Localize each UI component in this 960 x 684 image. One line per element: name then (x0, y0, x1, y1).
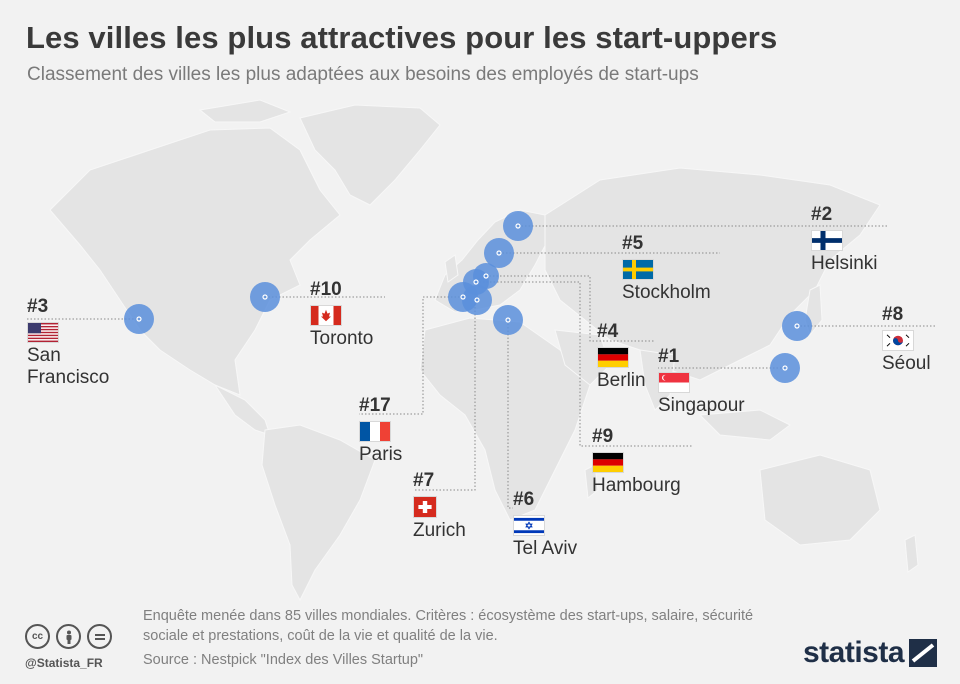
landmass-asia (544, 167, 881, 381)
germany-flag-icon (592, 452, 624, 473)
landmass-new-zealand (904, 534, 919, 573)
city-rank: #6 (513, 489, 535, 510)
marker-singapore (770, 353, 800, 383)
license-icons: cc (25, 624, 112, 649)
city-name: Singapour (658, 395, 745, 416)
city-name: Zurich (413, 520, 466, 541)
switzerland-flag-icon (413, 496, 437, 518)
canada-flag-icon (310, 305, 342, 326)
marker-center-helsinki (515, 223, 521, 229)
israel-flag-icon (513, 515, 545, 536)
city-name: Hambourg (592, 475, 681, 496)
city-rank: #3 (27, 296, 49, 317)
leader-line-paris (359, 296, 463, 415)
marker-helsinki (503, 211, 533, 241)
marker-center-stockholm (496, 250, 502, 256)
page-title: Les villes les plus attractives pour les… (26, 20, 778, 55)
marker-stockholm (484, 238, 514, 268)
marker-toronto (250, 282, 280, 312)
statista-logo-icon (909, 639, 938, 667)
marker-center-toronto (262, 294, 268, 300)
france-flag-icon (359, 421, 391, 442)
by-icon[interactable] (56, 624, 81, 649)
city-name: Stockholm (622, 282, 711, 303)
city-label-sf: #3 San Francisco (27, 296, 122, 389)
city-label-toronto: #10 Toronto (310, 279, 420, 350)
marker-centers (136, 223, 800, 371)
city-rank: #7 (413, 470, 435, 491)
city-rank: #5 (622, 233, 644, 254)
nd-icon[interactable] (87, 624, 112, 649)
landmass-africa (419, 317, 591, 521)
city-rank: #8 (882, 304, 904, 325)
marker-telaviv (493, 305, 523, 335)
leader-lines (27, 225, 935, 509)
marker-center-seoul (794, 323, 800, 329)
city-label-singapore: #1 Singapour (658, 346, 768, 417)
city-rank: #10 (310, 279, 342, 300)
marker-sf (124, 304, 154, 334)
footer-note: Enquête menée dans 85 villes mondiales. … (143, 608, 754, 644)
brand-wordmark: statista (803, 636, 905, 669)
landmass-australia (759, 454, 881, 546)
marker-center-singapore (782, 365, 788, 371)
germany-flag-icon (597, 347, 629, 368)
city-label-seoul: #8 Séoul (882, 304, 960, 375)
leader-line-zurich (413, 300, 476, 491)
marker-berlin (473, 263, 499, 289)
marker-center-sf (136, 316, 142, 322)
marker-center-telaviv (505, 317, 511, 323)
city-name: Tel Aviv (513, 538, 578, 559)
landmass-madagascar (584, 464, 599, 499)
singapore-flag-icon (658, 372, 690, 393)
leader-line-berlin (486, 275, 655, 342)
landmass-greenland (299, 104, 441, 206)
city-label-hamburg: #9 Hambourg (592, 426, 702, 497)
city-rank: #9 (592, 426, 614, 447)
city-name: Séoul (882, 353, 931, 374)
marker-seoul (782, 311, 812, 341)
city-rank: #1 (658, 346, 680, 367)
city-name: Berlin (597, 370, 646, 391)
landmass-arctic-islands (198, 99, 292, 123)
city-name: Paris (359, 444, 403, 465)
marker-zurich (462, 285, 492, 315)
landmass-uk (444, 254, 459, 283)
sweden-flag-icon (622, 259, 654, 280)
statista-handle[interactable]: @Statista_FR (25, 656, 103, 670)
marker-center-zurich (474, 297, 480, 303)
city-markers (124, 211, 812, 383)
city-rank: #17 (359, 395, 391, 416)
city-name: Helsinki (811, 253, 878, 274)
map-land (49, 99, 919, 602)
marker-center-berlin (483, 273, 489, 279)
landmass-arabia (554, 329, 611, 386)
city-rank: #4 (597, 321, 619, 342)
statista-logo[interactable]: statista (803, 636, 938, 670)
landmass-south-america (261, 424, 376, 602)
city-name: Toronto (310, 328, 374, 349)
city-label-stockholm: #5 Stockholm (622, 233, 732, 304)
city-label-telaviv: #6 Tel Aviv (513, 489, 623, 560)
city-label-helsinki: #2 Helsinki (811, 204, 921, 275)
city-rank: #2 (811, 204, 833, 225)
landmass-central-america (213, 383, 271, 436)
south-korea-flag-icon (882, 330, 914, 351)
finland-flag-icon (811, 230, 843, 251)
city-label-paris: #17 Paris (359, 395, 469, 466)
landmass-indonesia (698, 409, 791, 441)
marker-center-hamburg (473, 279, 479, 285)
city-label-berlin: #4 Berlin (597, 321, 707, 392)
leader-line-hamburg (476, 281, 692, 447)
landmass-india (639, 349, 676, 411)
page-subtitle: Classement des villes les plus adaptées … (27, 64, 699, 85)
cc-icon[interactable]: cc (25, 624, 50, 649)
city-label-zurich: #7 Zurich (413, 470, 523, 542)
footer-source: Source : Nestpick "Index des Villes Star… (143, 652, 424, 668)
marker-center-paris (460, 294, 466, 300)
city-name: San Francisco (27, 345, 110, 388)
usa-flag-icon (27, 322, 59, 343)
